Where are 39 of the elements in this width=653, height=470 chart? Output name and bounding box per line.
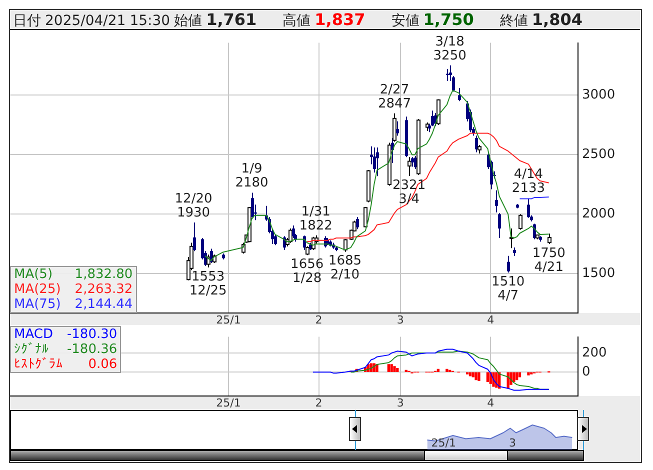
annotation: 1656 1/28 (290, 257, 324, 286)
annotation: 2,144.44 (74, 297, 133, 312)
annotation: 12/20 1930 (174, 191, 212, 220)
annotation: 1/31 1822 (299, 204, 332, 234)
x-tick-label: 2 (315, 313, 322, 326)
x-tick-label: 2 (315, 396, 322, 410)
x-tick-label: 4 (487, 313, 494, 326)
x-tick-label: 4 (487, 396, 494, 410)
annotation: 1750 4/21 (532, 246, 566, 275)
text: MACD (14, 327, 53, 342)
text: ﾋｽﾄｸﾞﾗﾑ (14, 357, 63, 372)
annotation: -180.30 (66, 327, 118, 342)
annotation: 1685 2/10 (328, 254, 362, 283)
x-tick-label: 25/1 (431, 436, 456, 450)
y-tick-label: 0 (582, 364, 590, 380)
text: MA(5) (14, 267, 53, 282)
y-tick-label: 2000 (582, 206, 616, 222)
annotation: 2,263.32 (74, 282, 133, 297)
y-tick-label: 2500 (582, 147, 616, 162)
annotation: 1510 4/7 (492, 274, 525, 304)
x-tick-label: 25/1 (216, 396, 241, 410)
x-tick-label: 3 (509, 436, 516, 450)
y-tick-label: 1500 (582, 266, 616, 282)
annotation: 1553 12/25 (189, 269, 227, 298)
y-tick-label: 3000 (582, 88, 616, 103)
chart-title: 日付 2025/04/21 15:30 始値 1,761 高値 1,837 安値 1,750 終値 1,804 (13, 10, 582, 29)
x-tick-label: 3 (396, 396, 404, 410)
annotation: 1,832.80 (74, 267, 133, 282)
annotation: 0.06 (88, 357, 118, 372)
annotation: 3/18 3250 (433, 34, 466, 64)
x-tick-label: 25/1 (216, 313, 241, 326)
annotation: 1/9 2180 (235, 162, 268, 191)
text: MA(75) (14, 297, 61, 312)
annotation: -180.36 (66, 342, 118, 357)
y-tick-label: 200 (582, 345, 607, 360)
text: MA(25) (14, 282, 61, 297)
annotation: 2/27 2847 (378, 82, 412, 112)
x-tick-label: 3 (396, 313, 404, 326)
text: ｼｸﾞﾅﾙ (14, 342, 49, 357)
